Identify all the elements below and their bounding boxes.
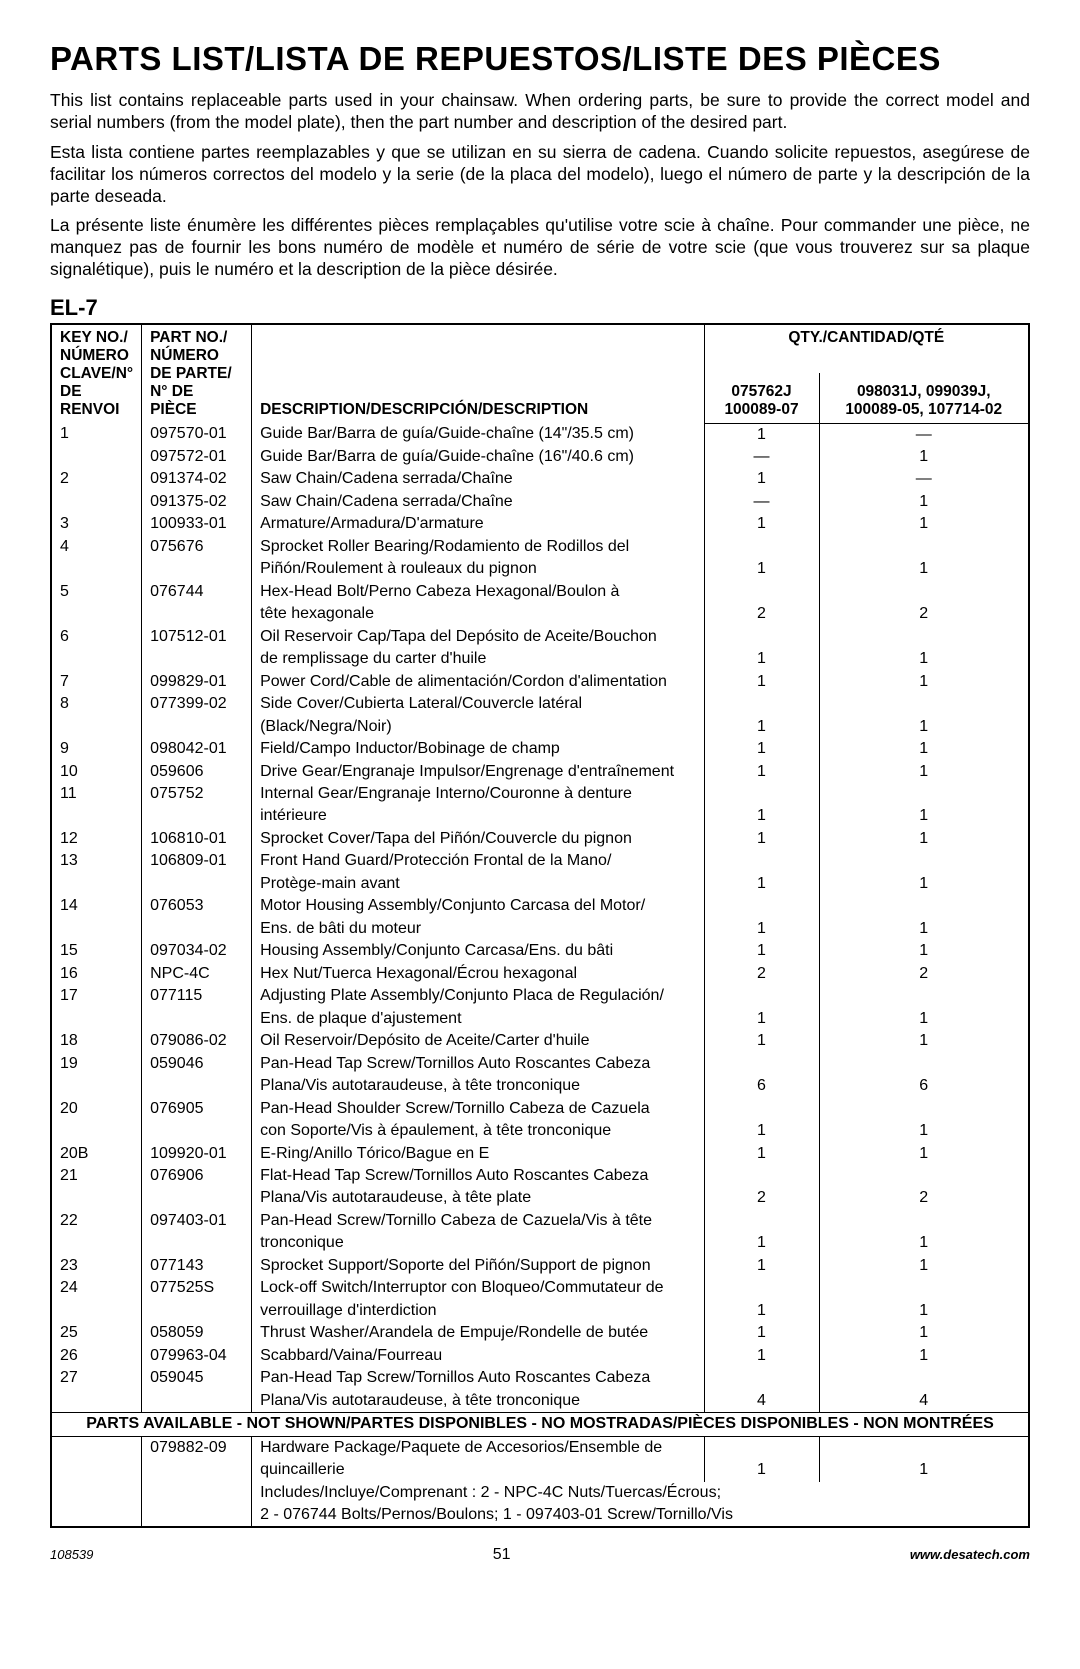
header-qty-col1: 075762J 100089-07 xyxy=(704,373,819,423)
header-part: PART NO./ NÚMERO DE PARTE/ N° DE PIÈCE xyxy=(142,324,252,423)
table-row: 23077143Sprocket Support/Soporte del Piñ… xyxy=(51,1255,1029,1277)
table-row: Ens. de bâti du moteur11 xyxy=(51,918,1029,940)
table-row: 21076906Flat-Head Tap Screw/Tornillos Au… xyxy=(51,1165,1029,1187)
table-row: 6107512-01Oil Reservoir Cap/Tapa del Dep… xyxy=(51,626,1029,648)
table-row: 097572-01Guide Bar/Barra de guía/Guide-c… xyxy=(51,446,1029,468)
header-key: KEY NO./ NÚMERO CLAVE/N° DE RENVOI xyxy=(51,324,142,423)
intro-es: Esta lista contiene partes reemplazables… xyxy=(50,142,1030,208)
table-row: 20B109920-01E-Ring/Anillo Tórico/Bague e… xyxy=(51,1143,1029,1165)
table-row: 2 - 076744 Bolts/Pernos/Boulons; 1 - 097… xyxy=(51,1504,1029,1527)
table-row: 11075752Internal Gear/Engranaje Interno/… xyxy=(51,783,1029,805)
table-row: 15097034-02Housing Assembly/Conjunto Car… xyxy=(51,940,1029,962)
table-row: intérieure11 xyxy=(51,805,1029,827)
table-row: 3100933-01Armature/Armadura/D'armature11 xyxy=(51,513,1029,535)
table-row: (Black/Negra/Noir)11 xyxy=(51,716,1029,738)
table-row: 13106809-01Front Hand Guard/Protección F… xyxy=(51,850,1029,872)
table-row: 19059046Pan-Head Tap Screw/Tornillos Aut… xyxy=(51,1053,1029,1075)
table-row: Plana/Vis autotaraudeuse, à tête troncon… xyxy=(51,1075,1029,1097)
table-row: tronconique11 xyxy=(51,1232,1029,1254)
table-row: con Soporte/Vis à épaulement, à tête tro… xyxy=(51,1120,1029,1142)
table-row: 22097403-01Pan-Head Screw/Tornillo Cabez… xyxy=(51,1210,1029,1232)
table-row: 26079963-04Scabbard/Vaina/Fourreau11 xyxy=(51,1345,1029,1367)
table-row: 1097570-01Guide Bar/Barra de guía/Guide-… xyxy=(51,423,1029,446)
table-row: Protège-main avant11 xyxy=(51,873,1029,895)
intro-fr: La présente liste énumère les différente… xyxy=(50,215,1030,281)
table-row: Plana/Vis autotaraudeuse, à tête plate22 xyxy=(51,1187,1029,1209)
footer-doc-number: 108539 xyxy=(50,1547,93,1562)
table-row: 17077115Adjusting Plate Assembly/Conjunt… xyxy=(51,985,1029,1007)
table-row: Piñón/Roulement à rouleaux du pignon11 xyxy=(51,558,1029,580)
table-row: Includes/Incluye/Comprenant : 2 - NPC-4C… xyxy=(51,1482,1029,1504)
table-row: 4075676Sprocket Roller Bearing/Rodamient… xyxy=(51,536,1029,558)
table-row: 091375-02Saw Chain/Cadena serrada/Chaîne… xyxy=(51,491,1029,513)
table-row: 20076905Pan-Head Shoulder Screw/Tornillo… xyxy=(51,1098,1029,1120)
table-row: 2091374-02Saw Chain/Cadena serrada/Chaîn… xyxy=(51,468,1029,490)
table-row: 9098042-01Field/Campo Inductor/Bobinage … xyxy=(51,738,1029,760)
section-divider: PARTS AVAILABLE - NOT SHOWN/PARTES DISPO… xyxy=(51,1413,1029,1436)
model-label: EL-7 xyxy=(50,295,1030,321)
footer-url: www.desatech.com xyxy=(910,1547,1030,1562)
header-qty: QTY./CANTIDAD/QTÉ xyxy=(704,324,1029,373)
table-row: verrouillage d'interdiction11 xyxy=(51,1300,1029,1322)
table-row: 18079086-02Oil Reservoir/Depósito de Ace… xyxy=(51,1030,1029,1052)
table-row: 7099829-01Power Cord/Cable de alimentaci… xyxy=(51,671,1029,693)
table-row: 10059606Drive Gear/Engranaje Impulsor/En… xyxy=(51,761,1029,783)
page-title: PARTS LIST/LISTA DE REPUESTOS/LISTE DES … xyxy=(50,40,1030,78)
header-desc: DESCRIPTION/DESCRIPCIÓN/DESCRIPTION xyxy=(252,324,704,423)
parts-table: KEY NO./ NÚMERO CLAVE/N° DE RENVOI PART … xyxy=(50,323,1030,1528)
table-row: de remplissage du carter d'huile11 xyxy=(51,648,1029,670)
table-row: Plana/Vis autotaraudeuse, à tête troncon… xyxy=(51,1390,1029,1413)
table-row: 24077525SLock-off Switch/Interruptor con… xyxy=(51,1277,1029,1299)
table-row: 16NPC-4CHex Nut/Tuerca Hexagonal/Écrou h… xyxy=(51,963,1029,985)
table-row: 12106810-01Sprocket Cover/Tapa del Piñón… xyxy=(51,828,1029,850)
table-row: 5076744Hex-Head Bolt/Perno Cabeza Hexago… xyxy=(51,581,1029,603)
table-row: 25058059Thrust Washer/Arandela de Empuje… xyxy=(51,1322,1029,1344)
table-row: tête hexagonale22 xyxy=(51,603,1029,625)
table-row: 079882-09Hardware Package/Paquete de Acc… xyxy=(51,1436,1029,1459)
footer-page-number: 51 xyxy=(493,1546,511,1564)
table-row: Ens. de plaque d'ajustement11 xyxy=(51,1008,1029,1030)
table-row: 14076053Motor Housing Assembly/Conjunto … xyxy=(51,895,1029,917)
table-row: quincaillerie11 xyxy=(51,1459,1029,1481)
table-row: 27059045Pan-Head Tap Screw/Tornillos Aut… xyxy=(51,1367,1029,1389)
page-footer: 108539 51 www.desatech.com xyxy=(50,1546,1030,1564)
intro-en: This list contains replaceable parts use… xyxy=(50,90,1030,134)
table-row: 8077399-02Side Cover/Cubierta Lateral/Co… xyxy=(51,693,1029,715)
header-qty-col2: 098031J, 099039J, 100089-05, 107714-02 xyxy=(819,373,1029,423)
